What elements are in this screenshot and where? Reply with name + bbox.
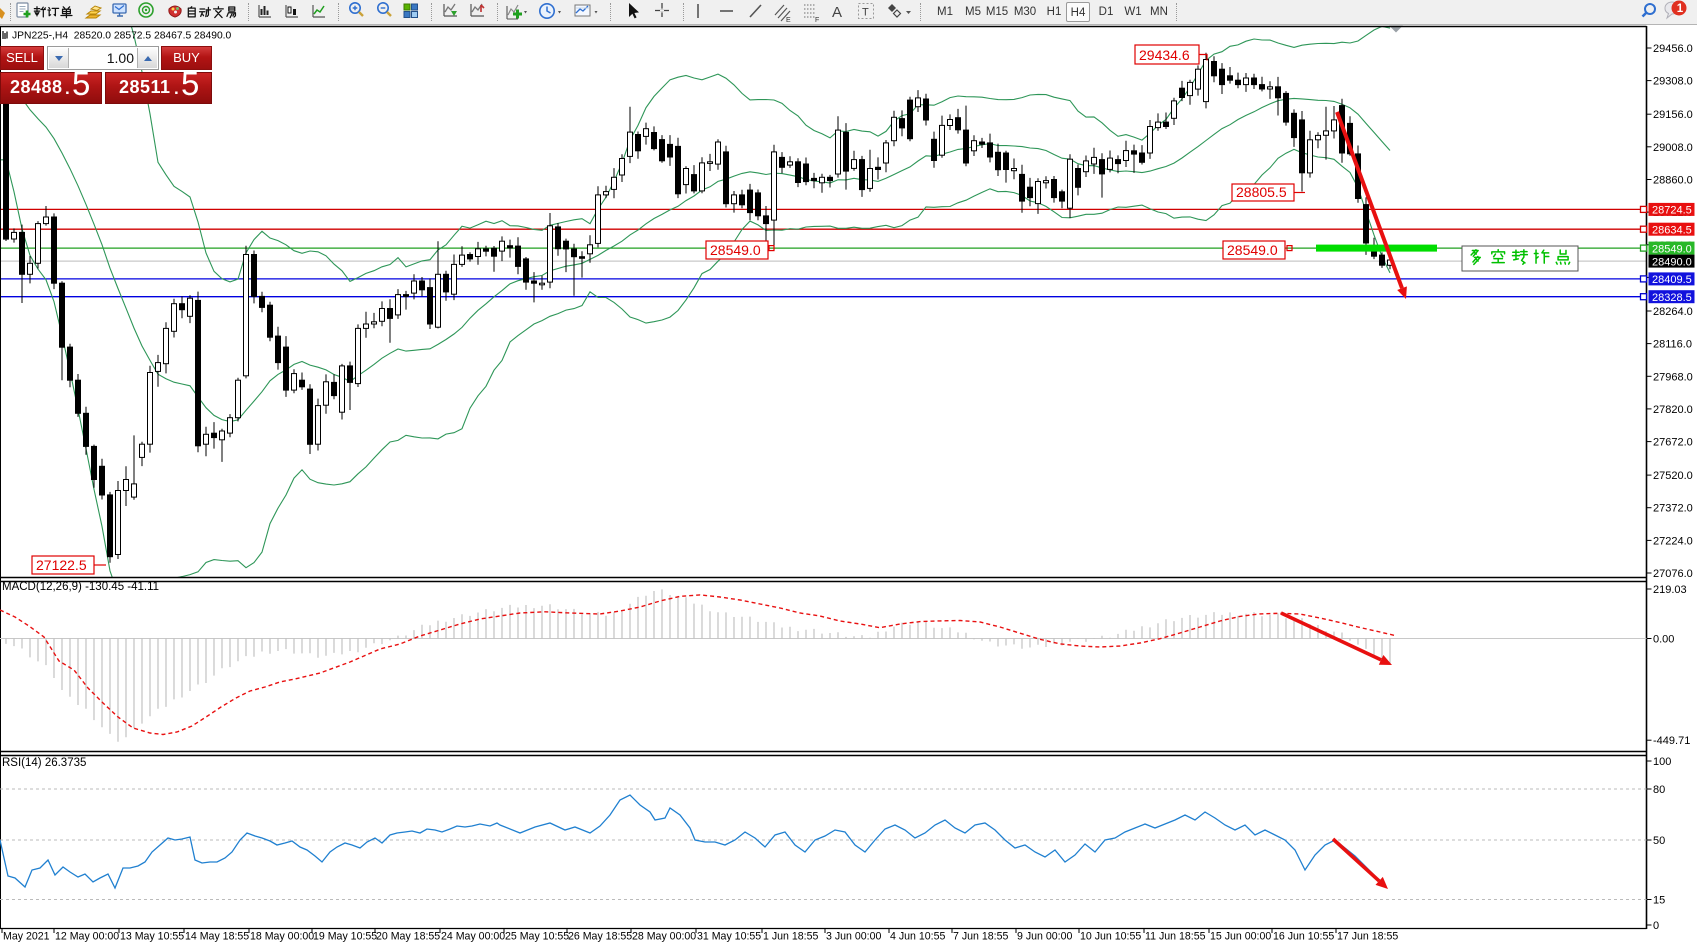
svg-text:18 May 00:00: 18 May 00:00 bbox=[250, 931, 314, 942]
svg-text:0.00: 0.00 bbox=[1653, 634, 1674, 646]
svg-text:RSI(14) 26.3735: RSI(14) 26.3735 bbox=[2, 757, 86, 769]
svg-text:27968.0: 27968.0 bbox=[1653, 371, 1693, 383]
svg-text:11 Jun 18:55: 11 Jun 18:55 bbox=[1145, 931, 1206, 942]
svg-text:16 Jun 10:55: 16 Jun 10:55 bbox=[1273, 931, 1334, 942]
svg-text:1: 1 bbox=[1677, 3, 1684, 15]
svg-text:80: 80 bbox=[1653, 784, 1665, 796]
svg-text:29308.0: 29308.0 bbox=[1653, 76, 1693, 88]
svg-text:29456.0: 29456.0 bbox=[1653, 43, 1693, 55]
svg-text:0: 0 bbox=[1653, 920, 1659, 932]
svg-text:28116.0: 28116.0 bbox=[1653, 339, 1692, 351]
svg-text:28409.5: 28409.5 bbox=[1652, 274, 1692, 286]
svg-text:28 May 00:00: 28 May 00:00 bbox=[632, 931, 696, 942]
svg-text:19 May 10:55: 19 May 10:55 bbox=[313, 931, 377, 942]
svg-text:28549.0: 28549.0 bbox=[1227, 242, 1278, 258]
svg-text:F: F bbox=[815, 17, 819, 24]
svg-text:219.03: 219.03 bbox=[1653, 584, 1687, 596]
svg-text:29156.0: 29156.0 bbox=[1653, 109, 1693, 121]
svg-text:28549.0: 28549.0 bbox=[710, 242, 761, 258]
svg-text:50: 50 bbox=[1653, 835, 1665, 847]
svg-text:T: T bbox=[862, 7, 869, 19]
svg-text:27672.0: 27672.0 bbox=[1653, 437, 1693, 449]
svg-text:4 Jun 10:55: 4 Jun 10:55 bbox=[890, 931, 945, 942]
svg-text:1 Jun 18:55: 1 Jun 18:55 bbox=[763, 931, 818, 942]
svg-text:9 Jun 00:00: 9 Jun 00:00 bbox=[1017, 931, 1072, 942]
svg-text:MACD(12,26,9) -130.45 -41.11: MACD(12,26,9) -130.45 -41.11 bbox=[2, 581, 159, 593]
svg-text:17 Jun 18:55: 17 Jun 18:55 bbox=[1337, 931, 1398, 942]
svg-text:-449.71: -449.71 bbox=[1653, 735, 1690, 747]
svg-text:27122.5: 27122.5 bbox=[36, 557, 87, 573]
svg-text:28328.5: 28328.5 bbox=[1652, 292, 1692, 304]
svg-text:13 May 10:55: 13 May 10:55 bbox=[120, 931, 184, 942]
svg-text:28264.0: 28264.0 bbox=[1653, 306, 1693, 318]
svg-text:27820.0: 27820.0 bbox=[1653, 404, 1693, 416]
svg-text:25 May 10:55: 25 May 10:55 bbox=[505, 931, 569, 942]
svg-text:28634.5: 28634.5 bbox=[1652, 224, 1692, 236]
svg-text:May 2021: May 2021 bbox=[3, 931, 50, 942]
svg-text:27076.0: 27076.0 bbox=[1653, 568, 1693, 580]
svg-text:3 Jun 00:00: 3 Jun 00:00 bbox=[826, 931, 881, 942]
svg-text:27372.0: 27372.0 bbox=[1653, 503, 1693, 515]
svg-text:10 Jun 10:55: 10 Jun 10:55 bbox=[1080, 931, 1141, 942]
svg-text:28805.5: 28805.5 bbox=[1236, 184, 1287, 200]
svg-text:27520.0: 27520.0 bbox=[1653, 470, 1693, 482]
svg-text:JPN225-,H4 28520.0 28572.5 28: JPN225-,H4 28520.0 28572.5 28467.5 28490… bbox=[12, 31, 232, 42]
svg-text:28724.5: 28724.5 bbox=[1652, 205, 1692, 217]
svg-text:31 May 10:55: 31 May 10:55 bbox=[697, 931, 761, 942]
svg-text:12 May 00:00: 12 May 00:00 bbox=[55, 931, 119, 942]
svg-text:14 May 18:55: 14 May 18:55 bbox=[185, 931, 249, 942]
svg-text:29434.6: 29434.6 bbox=[1139, 47, 1190, 63]
svg-text:28549.0: 28549.0 bbox=[1652, 243, 1692, 255]
svg-text:24 May 00:00: 24 May 00:00 bbox=[441, 931, 505, 942]
svg-text:A: A bbox=[832, 4, 842, 21]
svg-text:28490.0: 28490.0 bbox=[1652, 256, 1692, 268]
svg-text:7 Jun 18:55: 7 Jun 18:55 bbox=[953, 931, 1008, 942]
svg-text:15 Jun 00:00: 15 Jun 00:00 bbox=[1210, 931, 1271, 942]
svg-text:15: 15 bbox=[1653, 895, 1665, 907]
svg-text:27224.0: 27224.0 bbox=[1653, 535, 1693, 547]
svg-text:28860.0: 28860.0 bbox=[1653, 175, 1693, 187]
svg-text:26 May 18:55: 26 May 18:55 bbox=[568, 931, 632, 942]
svg-text:29008.0: 29008.0 bbox=[1653, 142, 1693, 154]
svg-text:100: 100 bbox=[1653, 756, 1671, 768]
svg-text:E: E bbox=[786, 17, 791, 24]
svg-text:20 May 18:55: 20 May 18:55 bbox=[376, 931, 440, 942]
